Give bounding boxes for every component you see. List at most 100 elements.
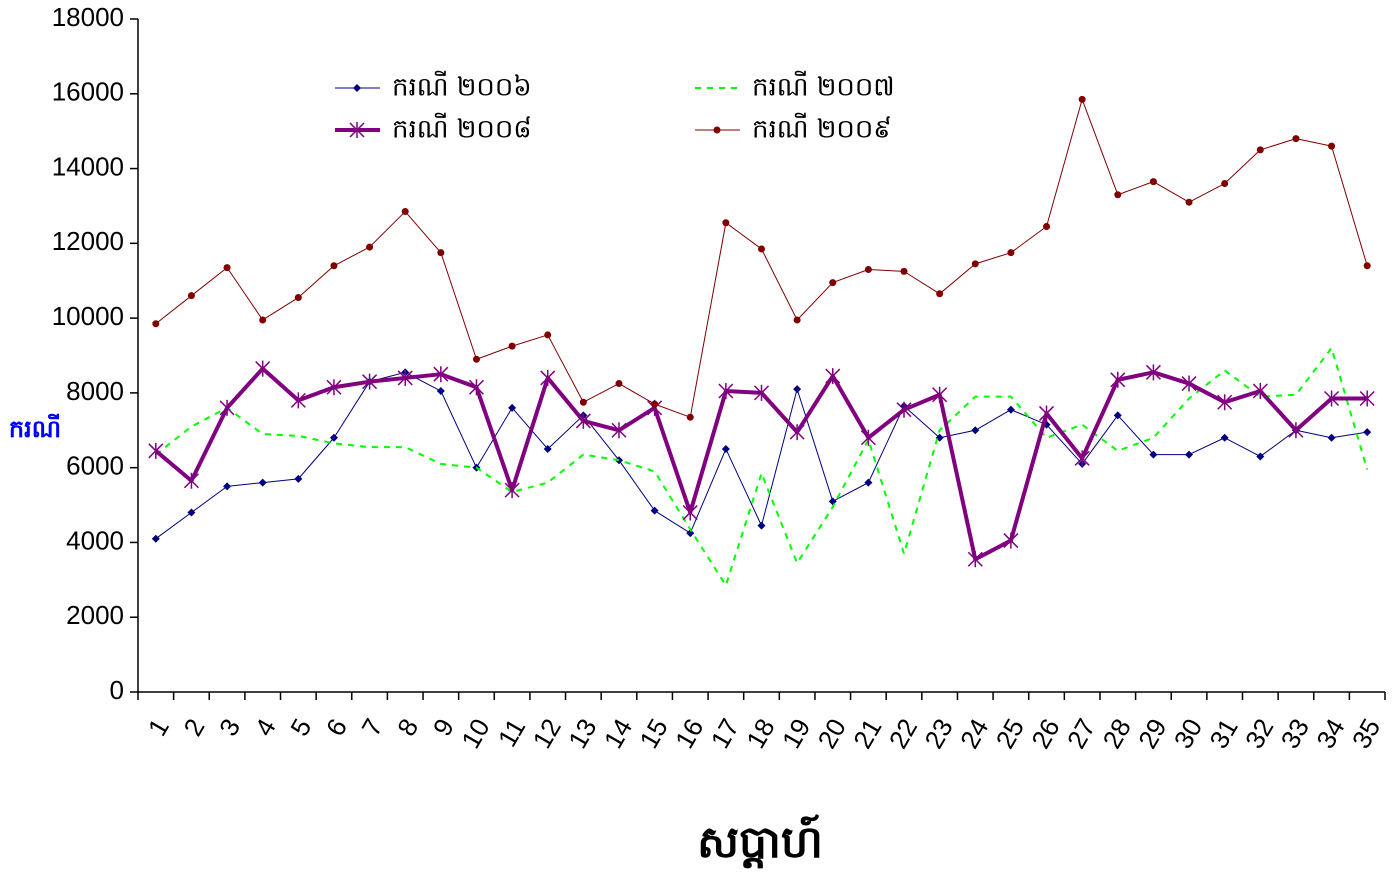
data-point — [967, 551, 983, 568]
y-tick-label: 14000 — [52, 151, 124, 181]
data-point — [1220, 433, 1229, 442]
x-tick-label: 15 — [633, 713, 673, 753]
data-point — [650, 506, 659, 515]
x-tick-label: 11 — [492, 713, 531, 751]
data-point — [1149, 450, 1158, 459]
data-point — [1328, 142, 1336, 150]
data-point — [468, 379, 485, 396]
series-line — [155, 98, 1368, 418]
x-tick-label: 18 — [740, 713, 780, 753]
data-point — [366, 243, 374, 251]
data-point — [686, 413, 694, 421]
data-point — [1359, 390, 1375, 407]
data-point — [362, 373, 378, 390]
data-point — [579, 398, 587, 406]
data-point — [757, 521, 766, 530]
x-tick-label: 17 — [705, 713, 745, 753]
data-point — [504, 482, 520, 499]
data-point — [258, 478, 267, 487]
data-point — [860, 429, 876, 446]
x-tick-label: 22 — [883, 713, 923, 753]
y-tick-label: 18000 — [52, 2, 124, 32]
series-line — [155, 347, 1369, 587]
x-tick-label: 30 — [1168, 713, 1208, 753]
data-point — [896, 401, 912, 418]
data-point — [219, 399, 235, 416]
data-point — [1038, 405, 1055, 422]
data-point — [1363, 262, 1371, 270]
x-tick-label: 27 — [1061, 713, 1101, 753]
x-tick-label: 13 — [562, 713, 602, 753]
x-tick-label: 6 — [320, 713, 353, 741]
data-point — [1114, 191, 1122, 199]
data-point — [472, 355, 480, 363]
data-point — [758, 245, 765, 253]
data-point — [789, 424, 805, 441]
data-point — [1256, 452, 1265, 461]
data-point — [936, 290, 944, 298]
data-point — [1181, 375, 1197, 392]
x-tick-label: 31 — [1203, 713, 1243, 753]
data-point — [971, 426, 980, 435]
y-tick-label: 4000 — [66, 525, 124, 555]
data-point — [575, 412, 591, 429]
x-tick-label: 14 — [598, 713, 638, 753]
legend-marker — [713, 126, 721, 134]
x-tick-label: 29 — [1132, 713, 1172, 753]
y-axis-label: ករណី — [9, 413, 61, 443]
legend-label: ករណី ២០០៧ — [752, 71, 895, 103]
data-point — [183, 472, 199, 489]
data-point — [1327, 433, 1336, 442]
x-tick-label: 25 — [990, 713, 1030, 753]
data-point — [828, 497, 837, 506]
x-tick-label: 26 — [1025, 713, 1065, 753]
y-tick-label: 6000 — [66, 451, 124, 481]
data-point — [223, 264, 231, 272]
data-point — [1292, 135, 1300, 143]
data-point — [1324, 390, 1340, 407]
data-point — [829, 279, 837, 287]
y-tick-label: 16000 — [52, 77, 124, 107]
data-point — [1006, 405, 1015, 414]
data-point — [329, 433, 338, 442]
data-point — [825, 368, 841, 385]
data-point — [1113, 411, 1122, 420]
data-point — [433, 366, 449, 383]
data-point — [1217, 394, 1233, 411]
data-point — [290, 392, 306, 409]
data-point — [436, 387, 445, 396]
data-point — [753, 384, 770, 401]
data-point — [152, 320, 160, 328]
x-tick-label: 24 — [954, 713, 994, 753]
x-tick-label: 21 — [847, 713, 887, 753]
data-point — [651, 400, 659, 408]
data-point — [1003, 532, 1019, 549]
x-axis-label: សប្តាហ៍ — [697, 814, 823, 869]
y-tick-label: 2000 — [66, 600, 124, 630]
x-tick-label: 35 — [1346, 713, 1386, 753]
data-point — [151, 534, 160, 543]
data-point — [1185, 198, 1193, 206]
y-tick-label: 0 — [110, 675, 124, 705]
x-tick-label: 16 — [669, 713, 709, 753]
data-point — [401, 208, 409, 216]
x-tick-label: 3 — [213, 713, 246, 741]
x-tick-label: 33 — [1275, 713, 1315, 753]
data-point — [682, 504, 698, 521]
data-point — [508, 403, 517, 412]
x-tick-label: 5 — [284, 713, 317, 741]
data-point — [793, 316, 801, 324]
data-point — [508, 342, 516, 350]
data-point — [259, 316, 267, 324]
y-tick-label: 8000 — [66, 376, 124, 406]
data-point — [1256, 146, 1264, 154]
data-point — [437, 249, 445, 257]
data-point — [1363, 428, 1372, 437]
data-point — [1149, 178, 1157, 186]
data-point — [223, 482, 232, 491]
data-point — [1078, 95, 1086, 103]
data-point — [1110, 371, 1126, 388]
y-tick-label: 10000 — [52, 301, 124, 331]
x-tick-label: 4 — [249, 713, 282, 741]
legend-marker — [353, 84, 361, 92]
